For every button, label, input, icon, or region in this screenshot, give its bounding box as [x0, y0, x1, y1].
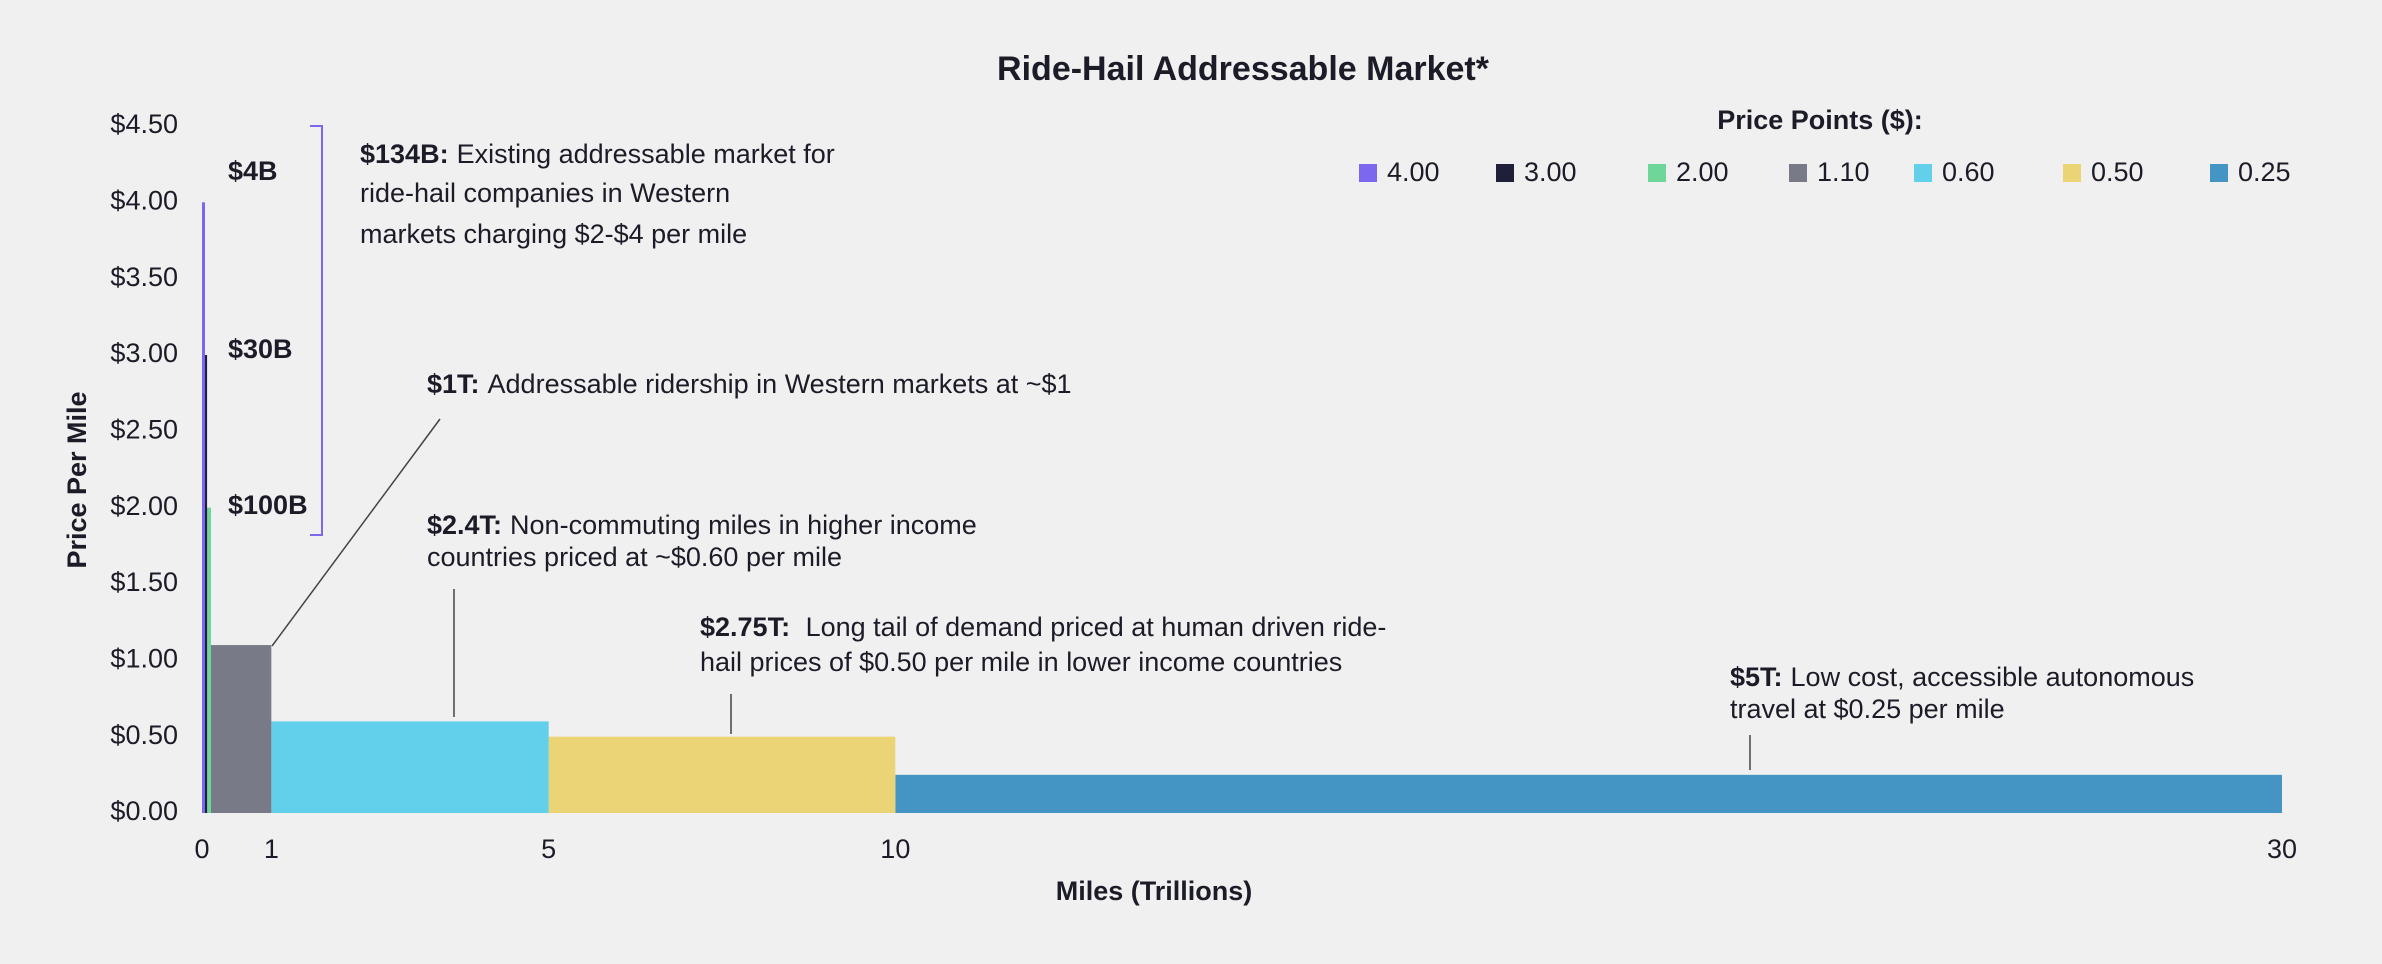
annotation-label: $2.4T:: [427, 510, 502, 540]
annotation-text: markets charging $2-$4 per mile: [360, 219, 747, 249]
legend-title: Price Points ($):: [1717, 105, 1923, 135]
annotation-text: countries priced at ~$0.60 per mile: [427, 542, 842, 572]
annotation: $5T: Low cost, accessible autonomous: [1730, 662, 2194, 692]
leader-line: [271, 418, 441, 647]
legend-label: 0.60: [1942, 157, 1995, 187]
annotation-text: Long tail of demand priced at human driv…: [798, 612, 1386, 642]
legend-label: 3.00: [1524, 157, 1577, 187]
annotation-text: Low cost, accessible autonomous: [1791, 662, 2195, 692]
bar: [211, 645, 272, 813]
x-tick-label: 30: [2267, 834, 2297, 864]
bar: [548, 736, 896, 813]
y-tick-label: $2.50: [110, 414, 178, 444]
legend-label: 0.25: [2238, 157, 2291, 187]
y-tick-label: $0.50: [110, 720, 178, 750]
annotation: travel at $0.25 per mile: [1730, 694, 2005, 724]
bar-label: $30B: [228, 334, 293, 364]
legend-label: 4.00: [1387, 157, 1440, 187]
bar: [895, 774, 2283, 813]
annotation-label: $134B:: [360, 139, 449, 169]
annotation-text: Non-commuting miles in higher income: [510, 510, 977, 540]
legend-swatch: [2063, 164, 2081, 182]
annotation-text: Existing addressable market for: [457, 139, 835, 169]
annotation: markets charging $2-$4 per mile: [360, 219, 747, 249]
legend-swatch: [1359, 164, 1377, 182]
annotation: countries priced at ~$0.60 per mile: [427, 542, 842, 572]
legend-label: 1.10: [1817, 157, 1870, 187]
bar: [202, 202, 205, 814]
annotation: $2.75T: Long tail of demand priced at hu…: [700, 612, 1386, 642]
y-tick-label: $4.00: [110, 185, 178, 215]
y-tick-label: $4.50: [110, 109, 178, 139]
annotation: hail prices of $0.50 per mile in lower i…: [700, 647, 1342, 677]
legend-swatch: [1648, 164, 1666, 182]
legend-swatch: [2210, 164, 2228, 182]
annotation: ride-hail companies in Western: [360, 178, 730, 208]
y-axis-label: Price Per Mile: [62, 391, 92, 568]
chart-title: Ride-Hail Addressable Market*: [997, 50, 1490, 88]
y-tick-label: $2.00: [110, 491, 178, 521]
bar: [206, 507, 212, 813]
annotation: $2.4T: Non-commuting miles in higher inco…: [427, 510, 977, 540]
bar-label: $4B: [228, 156, 278, 186]
annotation-label: $1T:: [427, 369, 480, 399]
annotation-text: travel at $0.25 per mile: [1730, 694, 2005, 724]
annotation-text: ride-hail companies in Western: [360, 178, 730, 208]
legend-label: 2.00: [1676, 157, 1729, 187]
legend-swatch: [1789, 164, 1807, 182]
bar: [271, 721, 549, 813]
bar: [204, 355, 208, 813]
annotation: $134B: Existing addressable market for: [360, 139, 835, 169]
y-tick-label: $1.50: [110, 567, 178, 597]
bar-label: $100B: [228, 490, 308, 520]
annotation-label: $2.75T:: [700, 612, 790, 642]
x-tick-label: 0: [194, 834, 209, 864]
annotation-text: Addressable ridership in Western markets…: [488, 369, 1072, 399]
x-tick-label: 10: [880, 834, 910, 864]
y-tick-label: $0.00: [110, 796, 178, 826]
x-tick-label: 1: [264, 834, 279, 864]
annotation-text: hail prices of $0.50 per mile in lower i…: [700, 647, 1342, 677]
bracket: [310, 125, 323, 536]
y-tick-label: $3.50: [110, 262, 178, 292]
annotation-label: $5T:: [1730, 662, 1783, 692]
legend-swatch: [1496, 164, 1514, 182]
x-axis-label: Miles (Trillions): [1056, 876, 1253, 906]
x-tick-label: 5: [541, 834, 556, 864]
y-tick-label: $1.00: [110, 643, 178, 673]
y-tick-label: $3.00: [110, 338, 178, 368]
legend-swatch: [1914, 164, 1932, 182]
annotation: $1T: Addressable ridership in Western mar…: [427, 369, 1072, 399]
legend-label: 0.50: [2091, 157, 2144, 187]
